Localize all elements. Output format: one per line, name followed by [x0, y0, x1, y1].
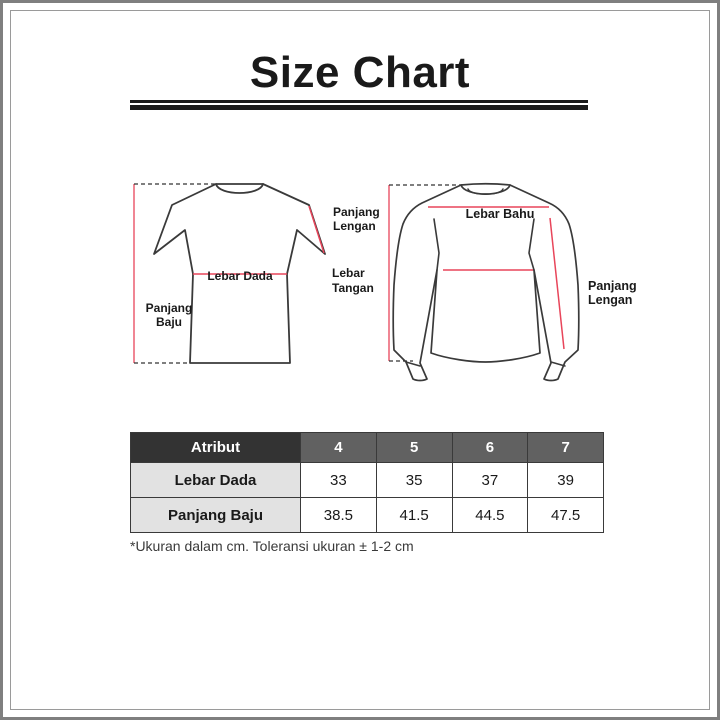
svg-text:Lengan: Lengan: [333, 219, 376, 233]
svg-text:Panjang: Panjang: [333, 205, 380, 219]
svg-text:Panjang: Panjang: [146, 301, 193, 315]
svg-text:Lengan: Lengan: [588, 293, 632, 307]
svg-text:Lebar Dada: Lebar Dada: [207, 269, 273, 283]
svg-text:Baju: Baju: [156, 315, 182, 329]
svg-text:Lebar: Lebar: [332, 266, 365, 280]
svg-text:Tangan: Tangan: [332, 281, 374, 295]
svg-text:Panjang: Panjang: [588, 279, 637, 293]
svg-text:Lebar Bahu: Lebar Bahu: [466, 207, 535, 221]
